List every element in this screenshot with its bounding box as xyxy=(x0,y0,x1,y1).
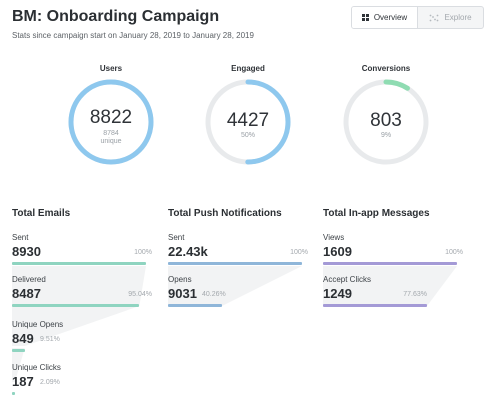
metric-label: Accept Clicks xyxy=(323,275,372,284)
metric-label: Sent xyxy=(168,233,185,242)
metric-label: Delivered xyxy=(12,275,46,284)
users-gauge: Users 8822 8784 unique xyxy=(61,64,161,168)
gauge-label: Engaged xyxy=(231,64,265,73)
metric-percent: 2.09% xyxy=(40,379,60,386)
gauge-sub: 50% xyxy=(241,132,255,139)
metric-label: Views xyxy=(323,233,345,242)
gauge-sub: 8784 xyxy=(103,130,119,137)
gauge-label: Users xyxy=(99,64,123,73)
metric-percent: 77.63% xyxy=(403,291,427,298)
metric-value: 1249 xyxy=(323,286,352,301)
emails-delivered: Delivered 8487 95.04% xyxy=(12,275,152,307)
inapp-accept-clicks: Accept Clicks 1249 77.63% xyxy=(323,275,463,307)
emails-column: Total Emails Sent 8930 100% Delivered 848… xyxy=(12,208,152,395)
metric-percent: 40.26% xyxy=(202,291,226,298)
emails-unique-opens: Unique Opens 849 9.51% xyxy=(12,320,152,352)
grid-icon xyxy=(361,14,369,21)
engaged-ring: 4427 50% xyxy=(205,79,291,165)
metric-bar xyxy=(323,262,457,265)
users-ring: 8822 8784 unique xyxy=(68,79,154,165)
metric-percent: 100% xyxy=(290,249,308,256)
overview-tab[interactable]: Overview xyxy=(352,7,418,28)
metric-value: 8487 xyxy=(12,286,41,301)
metric-value: 22.43k xyxy=(168,244,208,259)
push-opens: Opens 9031 40.26% xyxy=(168,275,308,307)
gauge-value: 803 xyxy=(370,110,402,131)
metric-bar xyxy=(12,349,25,352)
push-column: Total Push Notifications Sent 22.43k 100%… xyxy=(168,208,308,307)
gauge-sub-label: unique xyxy=(100,138,121,145)
ring-progress xyxy=(343,79,429,165)
page-subtitle: Stats since campaign start on January 28… xyxy=(12,31,254,40)
emails-funnel xyxy=(12,348,25,382)
metric-label: Unique Clicks xyxy=(12,363,61,372)
metric-value: 849 xyxy=(12,331,34,346)
metric-bar xyxy=(168,262,302,265)
conversions-ring: 803 9% xyxy=(343,79,429,165)
push-funnel xyxy=(168,266,302,306)
explore-label: Explore xyxy=(444,13,472,22)
metric-bar xyxy=(168,304,222,307)
metric-value: 1609 xyxy=(323,244,352,259)
push-title: Total Push Notifications xyxy=(168,208,282,219)
gauge-value: 8822 xyxy=(90,107,132,128)
metric-value: 8930 xyxy=(12,244,41,259)
metric-bar xyxy=(12,262,146,265)
ring-progress xyxy=(205,79,291,165)
metric-percent: 100% xyxy=(134,249,152,256)
metric-bar xyxy=(323,304,428,307)
inapp-views: Views 1609 100% xyxy=(323,233,463,265)
metric-percent: 95.04% xyxy=(128,291,152,298)
metric-label: Sent xyxy=(12,233,29,242)
push-sent: Sent 22.43k 100% xyxy=(168,233,308,265)
metric-percent: 100% xyxy=(445,249,463,256)
inapp-title: Total In-app Messages xyxy=(323,208,430,219)
gauge-label: Conversions xyxy=(361,64,411,73)
metric-label: Opens xyxy=(168,275,192,284)
scatter-icon xyxy=(430,14,439,21)
emails-sent: Sent 8930 100% xyxy=(12,233,152,265)
metric-label: Unique Opens xyxy=(12,320,64,329)
metric-bar xyxy=(12,304,140,307)
inapp-funnel xyxy=(323,266,457,306)
engaged-gauge: Engaged 4427 50% xyxy=(198,64,298,168)
metric-value: 187 xyxy=(12,374,34,389)
emails-funnel xyxy=(12,266,146,306)
gauge-sub: 9% xyxy=(381,132,391,139)
emails-funnel xyxy=(12,306,140,346)
metric-bar xyxy=(12,392,15,395)
conversions-gauge: Conversions 803 9% xyxy=(336,64,436,168)
page-title: BM: Onboarding Campaign xyxy=(12,8,220,25)
metric-percent: 9.51% xyxy=(40,336,60,343)
gauge-value: 4427 xyxy=(227,110,269,131)
emails-title: Total Emails xyxy=(12,208,71,219)
ring-progress xyxy=(68,79,154,165)
emails-unique-clicks: Unique Clicks 187 2.09% xyxy=(12,363,152,395)
view-toggle: Overview Explore xyxy=(351,6,484,29)
explore-tab[interactable]: Explore xyxy=(418,7,483,28)
inapp-column: Total In-app Messages Views 1609 100% Acc… xyxy=(323,208,463,307)
metric-value: 9031 xyxy=(168,286,197,301)
overview-label: Overview xyxy=(373,13,408,22)
